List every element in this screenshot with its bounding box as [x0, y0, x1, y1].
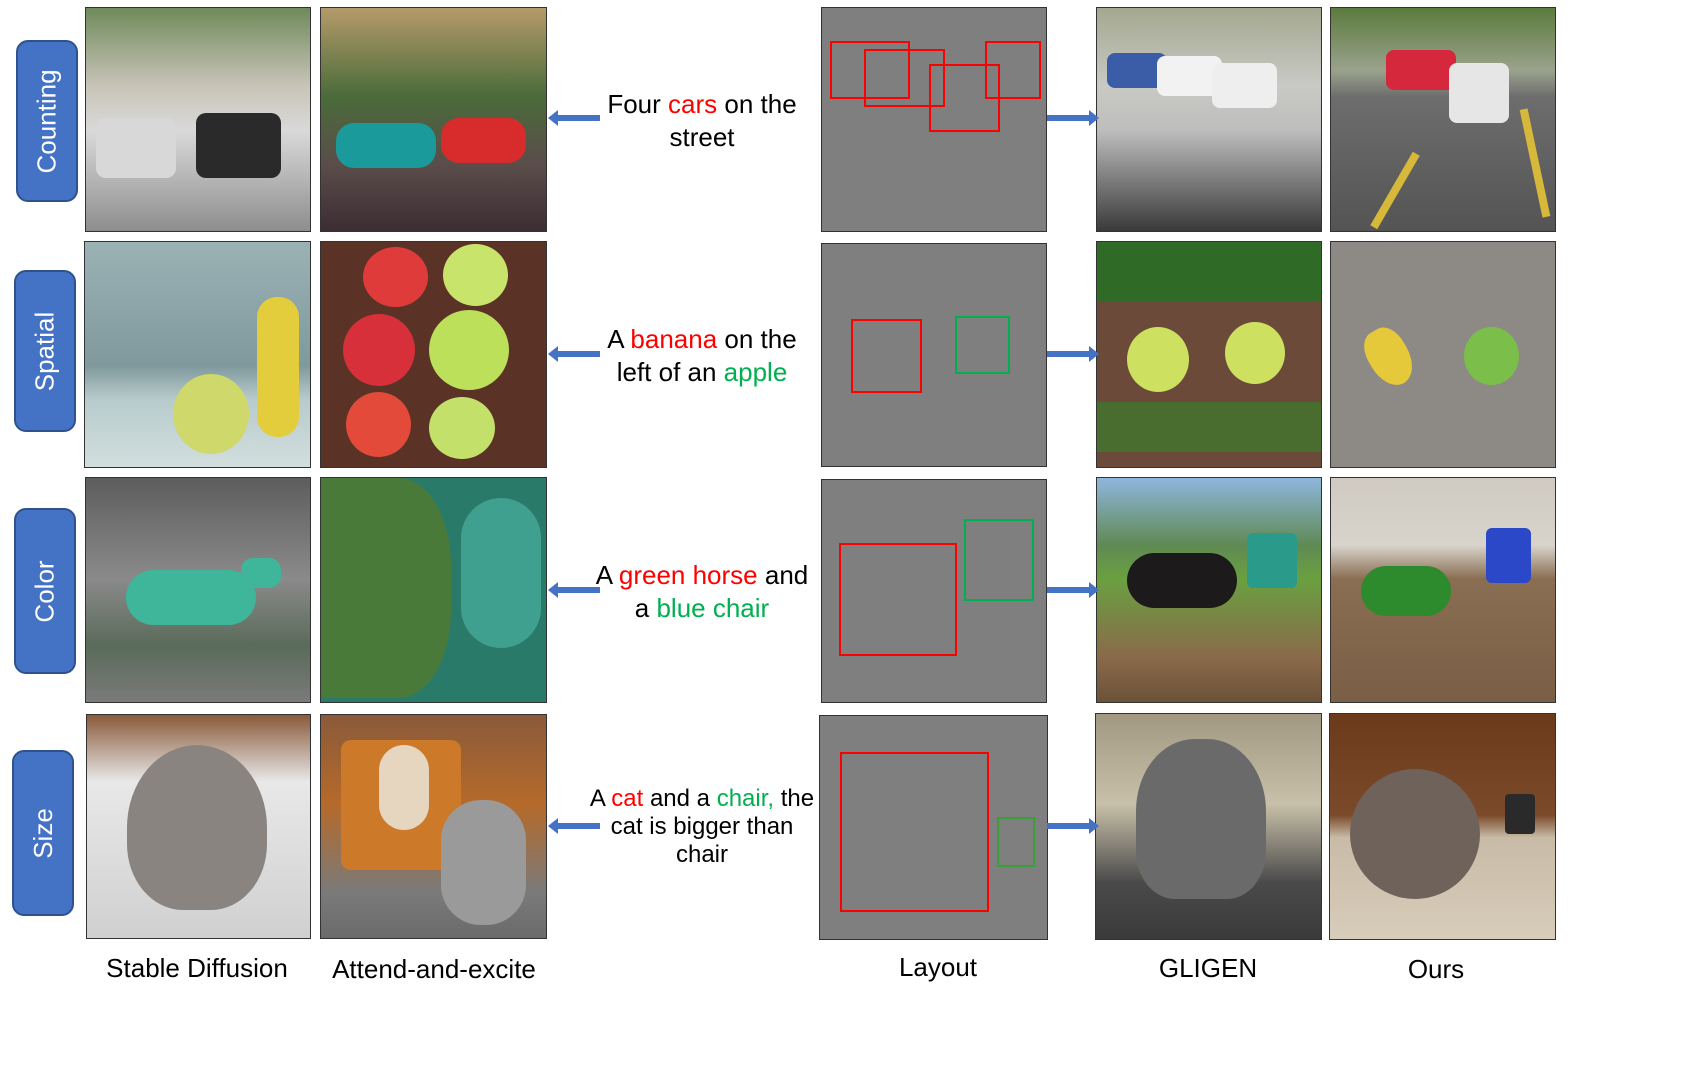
- image-ours-color: [1330, 477, 1556, 703]
- bbox-chair: [964, 519, 1034, 601]
- image-ours-spatial: [1330, 241, 1556, 468]
- bbox-car-4: [985, 41, 1041, 99]
- image-ours-size: [1329, 713, 1556, 940]
- prompt-spatial: A banana on the left of an apple: [607, 324, 797, 387]
- image-ae-color: [320, 477, 547, 703]
- prompt-counting: Four cars on the street: [607, 89, 797, 152]
- image-sd-counting: [85, 7, 311, 232]
- arrow-right-color: [1047, 582, 1099, 598]
- image-ae-counting: [320, 7, 547, 232]
- tag-size: Size: [12, 750, 74, 916]
- bbox-car-2: [864, 49, 945, 107]
- prompt-size: A cat and a chair, the cat is bigger tha…: [589, 785, 815, 868]
- bbox-cat: [840, 752, 989, 912]
- col-label-stable-diffusion: Stable Diffusion: [106, 953, 288, 983]
- image-sd-color: [85, 477, 311, 703]
- image-ae-spatial: [320, 241, 547, 468]
- image-sd-size: [86, 714, 311, 939]
- image-ae-size: [320, 714, 547, 939]
- prompt-color: A green horse and a blue chair: [595, 560, 809, 623]
- arrow-left-spatial: [548, 346, 600, 362]
- bbox-apple: [955, 316, 1010, 374]
- bbox-car-1: [830, 41, 910, 99]
- arrow-right-spatial: [1047, 346, 1099, 362]
- arrow-left-counting: [548, 110, 600, 126]
- image-ours-counting: [1330, 7, 1556, 232]
- col-label-attend-and-excite: Attend-and-excite: [332, 954, 536, 984]
- image-gligen-color: [1096, 477, 1322, 703]
- col-label-gligen: GLIGEN: [1158, 953, 1258, 983]
- arrow-left-size: [548, 818, 600, 834]
- image-sd-spatial: [84, 241, 311, 468]
- layout-spatial: [821, 243, 1047, 467]
- col-label-ours: Ours: [1407, 954, 1465, 984]
- bbox-horse: [839, 543, 957, 656]
- tag-color: Color: [14, 508, 76, 674]
- bbox-banana: [851, 319, 922, 393]
- col-label-layout: Layout: [898, 952, 978, 982]
- layout-size: [819, 715, 1048, 940]
- layout-counting: [821, 7, 1047, 232]
- image-gligen-size: [1095, 713, 1322, 940]
- arrow-right-size: [1047, 818, 1099, 834]
- image-gligen-counting: [1096, 7, 1322, 232]
- arrow-left-color: [548, 582, 600, 598]
- layout-color: [821, 479, 1047, 703]
- arrow-right-counting: [1047, 110, 1099, 126]
- tag-counting: Counting: [16, 40, 78, 202]
- tag-spatial: Spatial: [14, 270, 76, 432]
- bbox-chair-small: [997, 817, 1035, 867]
- image-gligen-spatial: [1096, 241, 1322, 468]
